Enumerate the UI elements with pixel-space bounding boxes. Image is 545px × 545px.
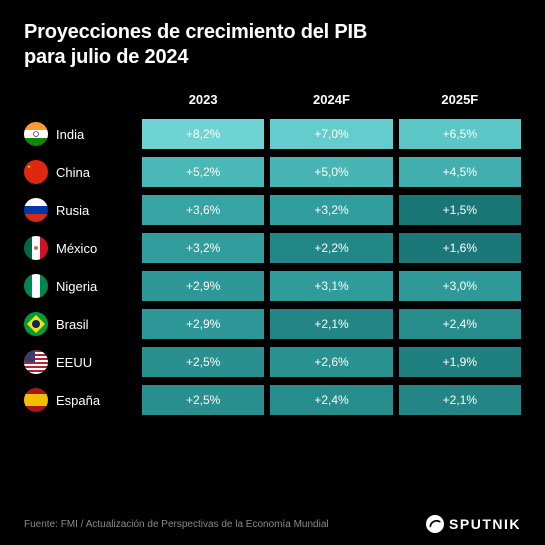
flag-icon [24, 160, 48, 184]
table-row: España +2,5%+2,4%+2,1% [24, 385, 521, 415]
value-cell: +3,1% [270, 271, 392, 301]
country-name: España [56, 393, 100, 408]
value-cell: +4,5% [399, 157, 521, 187]
value-cell: +3,2% [142, 233, 264, 263]
country-name: México [56, 241, 97, 256]
table-row: Rusia +3,6%+3,2%+1,5% [24, 195, 521, 225]
value-cell: +1,5% [399, 195, 521, 225]
value-cell: +1,9% [399, 347, 521, 377]
value-cell: +8,2% [142, 119, 264, 149]
gdp-table: 2023 2024F 2025F India +8,2%+7,0%+6,5% China… [24, 92, 521, 415]
brand-text: SPUTNIK [449, 516, 521, 532]
table-row: EEUU +2,5%+2,6%+1,9% [24, 347, 521, 377]
data-cells: +2,9%+2,1%+2,4% [142, 309, 521, 339]
flag-icon [24, 274, 48, 298]
value-cell: +2,4% [270, 385, 392, 415]
data-cells: +2,9%+3,1%+3,0% [142, 271, 521, 301]
country-cell: México [24, 236, 142, 260]
data-cells: +5,2%+5,0%+4,5% [142, 157, 521, 187]
value-cell: +3,6% [142, 195, 264, 225]
value-cell: +3,2% [270, 195, 392, 225]
value-cell: +2,5% [142, 385, 264, 415]
country-name: Nigeria [56, 279, 97, 294]
column-header: 2025F [399, 92, 521, 107]
value-cell: +2,4% [399, 309, 521, 339]
country-name: China [56, 165, 90, 180]
value-cell: +2,1% [399, 385, 521, 415]
value-cell: +6,5% [399, 119, 521, 149]
data-cells: +3,6%+3,2%+1,5% [142, 195, 521, 225]
value-cell: +2,9% [142, 309, 264, 339]
table-row: Nigeria +2,9%+3,1%+3,0% [24, 271, 521, 301]
flag-icon [24, 236, 48, 260]
page-title: Proyecciones de crecimiento del PIB para… [24, 20, 521, 70]
main-container: Proyecciones de crecimiento del PIB para… [0, 0, 545, 433]
sputnik-icon [426, 515, 444, 533]
value-cell: +5,2% [142, 157, 264, 187]
country-cell: China [24, 160, 142, 184]
country-cell: EEUU [24, 350, 142, 374]
header-columns: 2023 2024F 2025F [142, 92, 521, 107]
country-cell: Nigeria [24, 274, 142, 298]
data-cells: +8,2%+7,0%+6,5% [142, 119, 521, 149]
table-row: Brasil +2,9%+2,1%+2,4% [24, 309, 521, 339]
country-cell: India [24, 122, 142, 146]
data-cells: +2,5%+2,6%+1,9% [142, 347, 521, 377]
value-cell: +2,1% [270, 309, 392, 339]
flag-icon [24, 122, 48, 146]
value-cell: +2,5% [142, 347, 264, 377]
flag-icon [24, 388, 48, 412]
country-name: EEUU [56, 355, 92, 370]
flag-icon [24, 350, 48, 374]
value-cell: +5,0% [270, 157, 392, 187]
country-cell: España [24, 388, 142, 412]
country-name: Brasil [56, 317, 89, 332]
title-line-2: para julio de 2024 [24, 45, 521, 70]
footer: Fuente: FMI / Actualización de Perspecti… [24, 515, 521, 533]
value-cell: +3,0% [399, 271, 521, 301]
country-name: India [56, 127, 84, 142]
country-cell: Rusia [24, 198, 142, 222]
table-header-row: 2023 2024F 2025F [24, 92, 521, 107]
title-line-1: Proyecciones de crecimiento del PIB [24, 20, 521, 45]
column-header: 2024F [270, 92, 392, 107]
value-cell: +2,9% [142, 271, 264, 301]
country-name: Rusia [56, 203, 89, 218]
country-cell: Brasil [24, 312, 142, 336]
brand: SPUTNIK [426, 515, 521, 533]
table-row: China +5,2%+5,0%+4,5% [24, 157, 521, 187]
data-cells: +2,5%+2,4%+2,1% [142, 385, 521, 415]
value-cell: +2,2% [270, 233, 392, 263]
table-row: México +3,2%+2,2%+1,6% [24, 233, 521, 263]
value-cell: +7,0% [270, 119, 392, 149]
flag-icon [24, 312, 48, 336]
flag-icon [24, 198, 48, 222]
source-text: Fuente: FMI / Actualización de Perspecti… [24, 519, 329, 530]
table-row: India +8,2%+7,0%+6,5% [24, 119, 521, 149]
data-cells: +3,2%+2,2%+1,6% [142, 233, 521, 263]
value-cell: +2,6% [270, 347, 392, 377]
value-cell: +1,6% [399, 233, 521, 263]
column-header: 2023 [142, 92, 264, 107]
